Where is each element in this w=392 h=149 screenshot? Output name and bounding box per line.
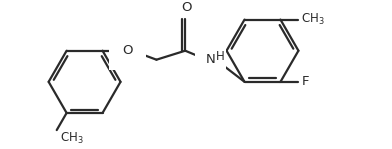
Text: F: F [302,75,310,88]
Text: O: O [181,1,191,14]
Text: CH$_3$: CH$_3$ [301,12,325,27]
Text: H: H [216,50,225,63]
Text: N: N [205,53,215,66]
Text: O: O [122,44,133,57]
Text: CH$_3$: CH$_3$ [60,131,83,146]
